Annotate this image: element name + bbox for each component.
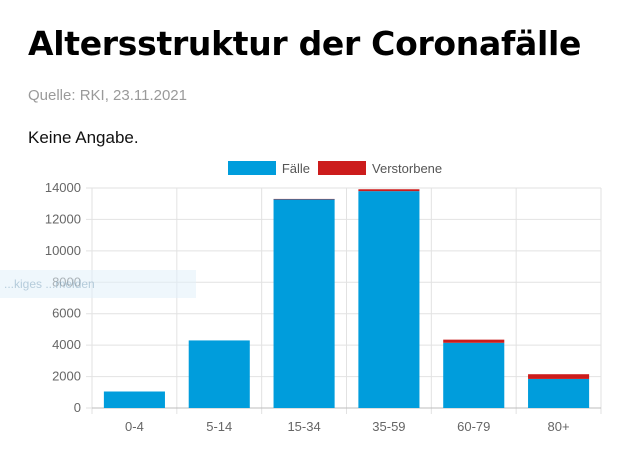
x-tick-label: 0-4 xyxy=(125,419,144,434)
bar-verstorbene xyxy=(528,374,590,379)
legend-label-verstorbene: Verstorbene xyxy=(372,160,443,176)
legend-swatch-verstorbene xyxy=(318,161,367,175)
bar-faelle xyxy=(358,191,420,408)
source-text: Quelle: RKI, 23.11.2021 xyxy=(28,87,187,104)
bar-verstorbene xyxy=(273,198,335,200)
x-tick-label: 60-79 xyxy=(457,419,490,434)
y-tick-label: 0 xyxy=(74,400,81,415)
bar-faelle xyxy=(443,342,505,408)
legend-item-faelle[interactable]: Fälle xyxy=(227,160,311,176)
legend-item-verstorbene[interactable]: Verstorbene xyxy=(318,161,442,176)
legend-label-faelle: Fälle xyxy=(281,160,311,176)
bar-faelle xyxy=(273,199,335,408)
bar-faelle xyxy=(103,391,165,408)
x-tick-label: 15-34 xyxy=(287,419,320,434)
y-tick-label: 4000 xyxy=(52,337,81,352)
bar-verstorbene xyxy=(443,339,505,343)
floating-overlay-button[interactable]: ...kiges ...meiden xyxy=(0,270,196,298)
page-title: Altersstruktur der Coronafälle xyxy=(28,24,582,63)
y-tick-label: 2000 xyxy=(52,369,81,384)
note-text: Keine Angabe. xyxy=(28,128,139,147)
bar-faelle xyxy=(188,340,250,408)
x-tick-label: 5-14 xyxy=(206,419,232,434)
bar-verstorbene xyxy=(358,189,420,192)
y-tick-label: 12000 xyxy=(45,211,81,226)
bar-faelle xyxy=(528,378,590,408)
y-tick-label: 6000 xyxy=(52,306,81,321)
legend-swatch-faelle xyxy=(227,161,276,175)
y-tick-label: 14000 xyxy=(45,180,81,195)
chart-legend: Fälle Verstorbene xyxy=(0,157,640,179)
x-tick-label: 35-59 xyxy=(372,419,405,434)
y-tick-label: 10000 xyxy=(45,243,81,258)
x-tick-label: 80+ xyxy=(548,419,570,434)
